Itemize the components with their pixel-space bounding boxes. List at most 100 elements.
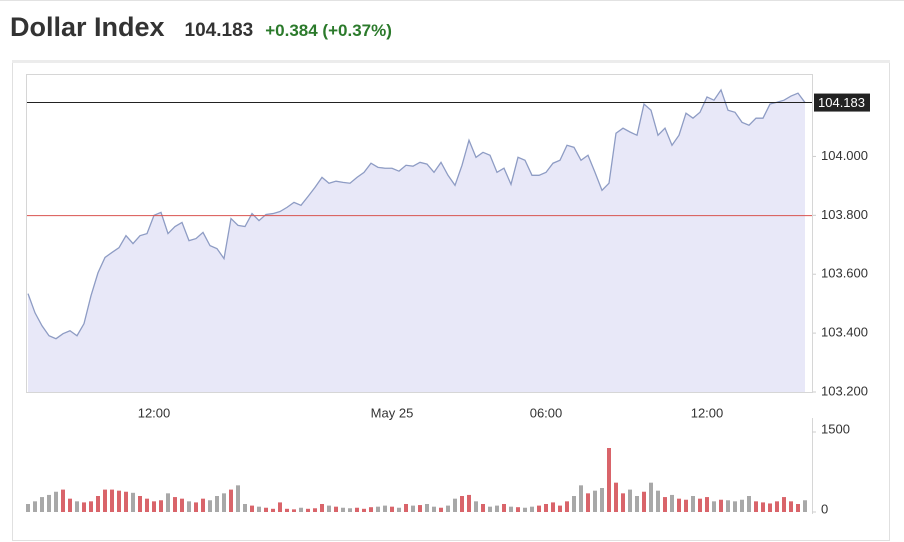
volume-bar [523,507,527,512]
volume-bar [208,500,212,512]
volume-bar [418,505,422,512]
x-tick-label: 06:00 [530,405,563,420]
volume-bar [229,489,233,512]
volume-bar [740,499,744,512]
volume-bar [264,507,268,512]
x-tick-label: May 25 [371,405,414,420]
volume-bar [124,491,128,512]
volume-bar [642,491,646,512]
volume-bar [684,499,688,512]
volume-bar [579,485,583,512]
volume-bar [145,498,149,512]
price-line [27,88,806,340]
volume-tick-label: 1500 [821,421,850,436]
volume-bar [712,501,716,512]
volume-bar [376,506,380,512]
volume-bar [355,507,359,512]
volume-bar [656,490,660,512]
volume-bar [565,501,569,512]
volume-bar [180,498,184,512]
volume-bar [677,498,681,512]
y-tick-label: 103.400 [821,325,868,340]
volume-bar [453,498,457,512]
volume-bar [334,506,338,512]
price-panel-border [26,74,813,393]
volume-bar [313,508,317,512]
volume-bar [33,501,37,512]
area [28,89,805,393]
volume-bar [117,490,121,512]
volume-bar [782,497,786,512]
volume-bar [733,501,737,512]
volume-bar [299,507,303,512]
volume-bar [558,505,562,512]
volume-bar [236,485,240,512]
volume-bar [166,493,170,512]
volume-bar [628,489,632,512]
volume-bar [747,496,751,512]
volume-bar [250,505,254,512]
y-tick-label: 103.600 [821,266,868,281]
volume-bar [201,498,205,512]
volume-bar [138,496,142,512]
volume-bar [516,507,520,512]
volume-bar [425,504,429,512]
volume-bar [649,482,653,512]
volume-bar [509,506,513,512]
volume-bar [600,488,604,512]
volume-bar [89,501,93,512]
volume-bar [537,505,541,512]
header: Dollar Index 104.183 +0.384 (+0.37%) [10,12,392,46]
volume-bar [593,490,597,512]
volume-bar [754,501,758,512]
volume-bar [96,496,100,512]
volume-bar [698,498,702,512]
top-border [0,0,904,1]
volume-bar [691,496,695,512]
volume-bar [68,498,72,512]
volume-bar [390,506,394,512]
volume-bar [495,505,499,512]
volume-bar [796,504,800,512]
y-tick-label: 104.000 [821,148,868,163]
volume-bar [194,502,198,512]
y-tick-label: 103.200 [821,383,868,398]
y-tick-label: 103.800 [821,207,868,222]
volume-bar [446,505,450,512]
last-price-label: 104.183 [818,95,865,110]
volume-bar [621,493,625,512]
volume-bar [670,494,674,512]
change: +0.384 (+0.37%) [265,21,392,40]
volume-bar [26,504,30,512]
volume-bar [292,509,296,512]
volume-bar [369,507,373,512]
volume-bar [75,501,79,512]
volume-bar [607,448,611,512]
volume-bar [257,506,261,512]
volume-bar [54,491,58,512]
volume-bar [278,502,282,512]
volume-bar [327,505,331,512]
volume-bar [61,489,65,512]
volume-bar [768,503,772,512]
volume-bar [439,507,443,512]
x-tick-label: 12:00 [691,405,724,420]
volume-bar [110,489,114,512]
volume-bar [614,482,618,512]
volume-bar [705,497,709,512]
volume-bar [397,507,401,512]
volume-bar [285,508,289,512]
last-price-box [814,93,870,112]
volume-bar [502,504,506,512]
volume-bar [187,501,191,512]
volume-bar [271,508,275,512]
volume-bar [306,508,310,512]
volume-bar [82,502,86,512]
volume-bar [159,500,163,512]
volume-bar [432,506,436,512]
volume-bar [663,497,667,512]
volume-bar [460,496,464,512]
volume-bar [411,505,415,512]
